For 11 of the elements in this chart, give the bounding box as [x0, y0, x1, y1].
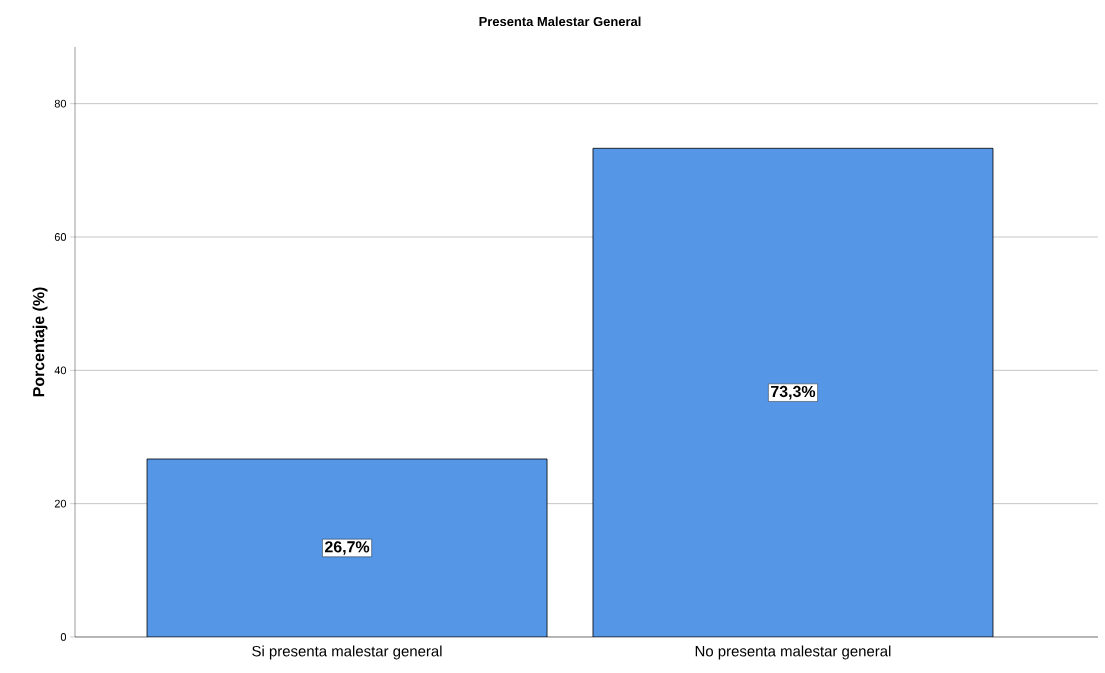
data-label: 26,7% — [324, 541, 370, 555]
y-tick-label: 40 — [54, 366, 67, 375]
chart-title: Presenta Malestar General — [479, 16, 641, 27]
data-label: 73,3% — [771, 385, 816, 400]
y-axis-title: Porcentaje (%) — [32, 287, 48, 397]
y-tick-label: 20 — [54, 499, 67, 508]
x-tick-label: Si presenta malestar general — [252, 645, 442, 660]
x-tick-label: No presenta malestar general — [695, 645, 891, 660]
y-tick-label: 60 — [54, 233, 67, 241]
y-tick-label: 0 — [60, 633, 67, 641]
y-tick-label: 80 — [54, 99, 67, 108]
